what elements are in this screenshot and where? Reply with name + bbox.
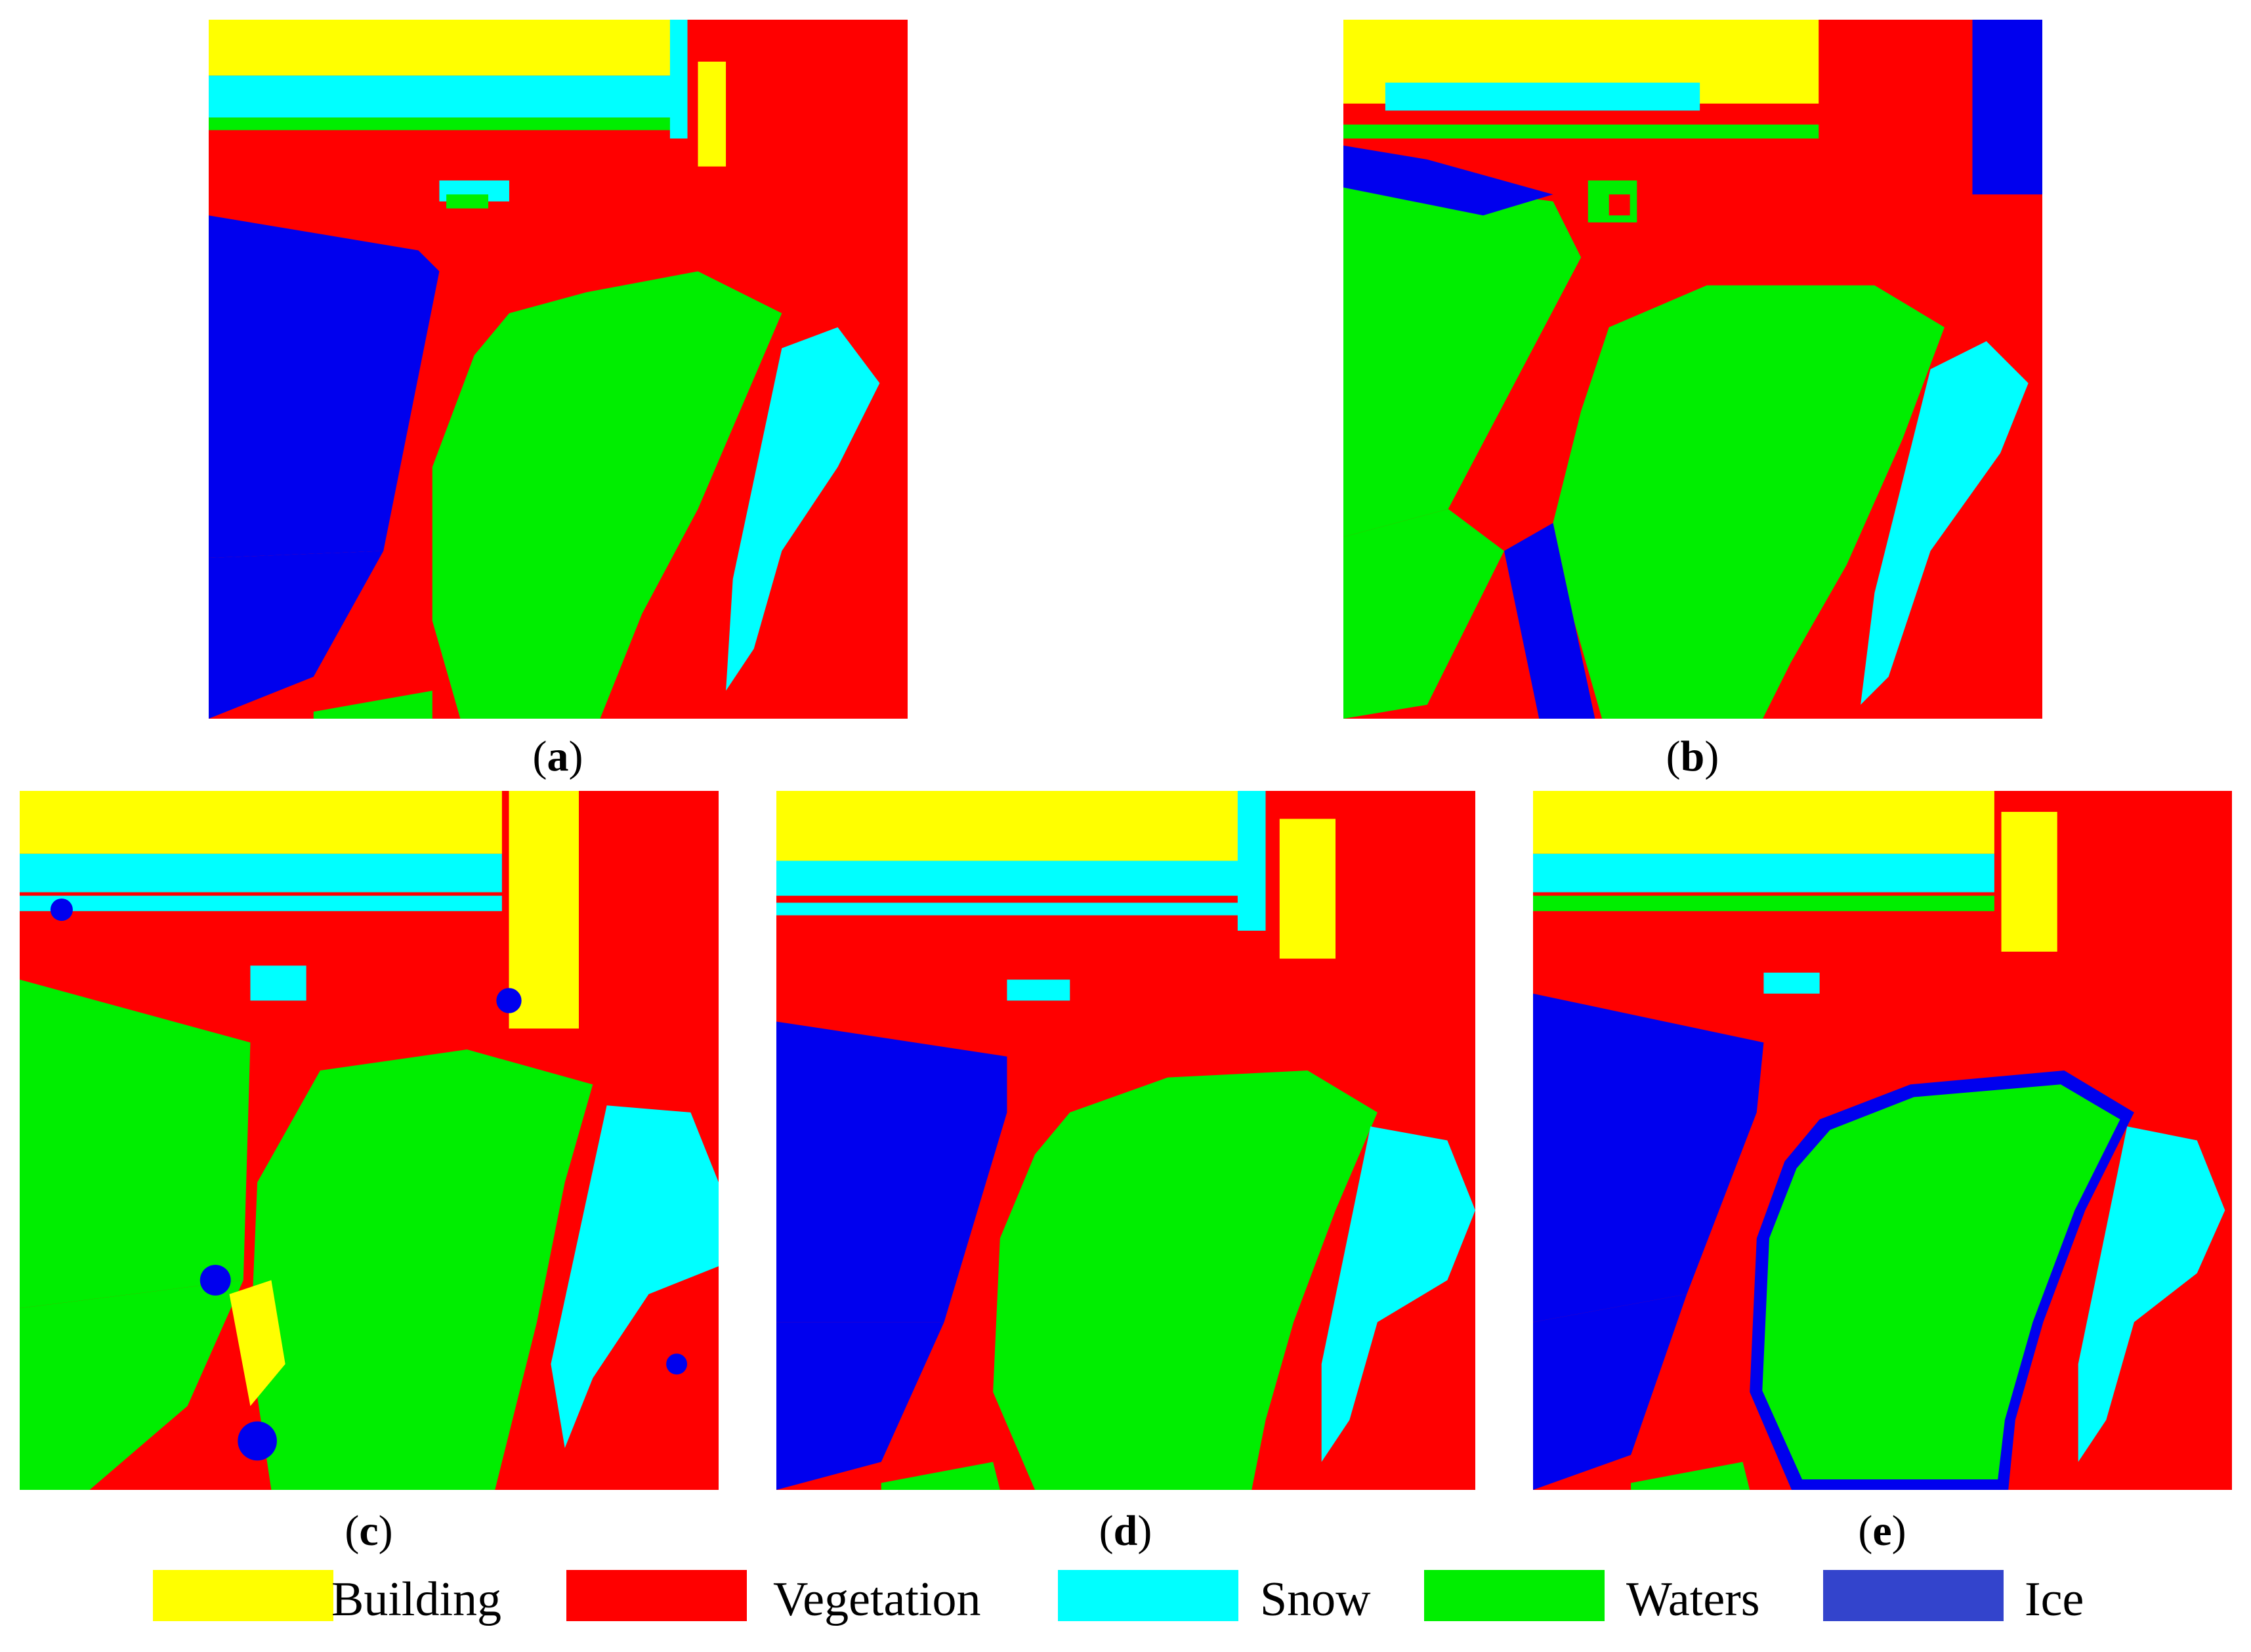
legend-label-building: Building: [331, 1573, 502, 1626]
legend-label-waters: Waters: [1626, 1573, 1760, 1626]
legend-label-ice: Ice: [2025, 1573, 2084, 1626]
classification-map-e: [1533, 791, 2232, 1490]
caption-c: (c): [345, 1507, 393, 1555]
caption-b: (b): [1666, 732, 1719, 780]
classification-map-d: [776, 791, 1475, 1490]
caption-a: (a): [532, 732, 583, 780]
classification-map-a: [209, 20, 908, 719]
classification-map-c: [20, 791, 719, 1490]
caption-e: (e): [1858, 1507, 1906, 1555]
legend-label-vegetation: Vegetation: [773, 1573, 981, 1626]
caption-d: (d): [1099, 1507, 1152, 1555]
legend-label-snow: Snow: [1260, 1573, 1371, 1626]
classification-map-b: [1343, 20, 2042, 719]
